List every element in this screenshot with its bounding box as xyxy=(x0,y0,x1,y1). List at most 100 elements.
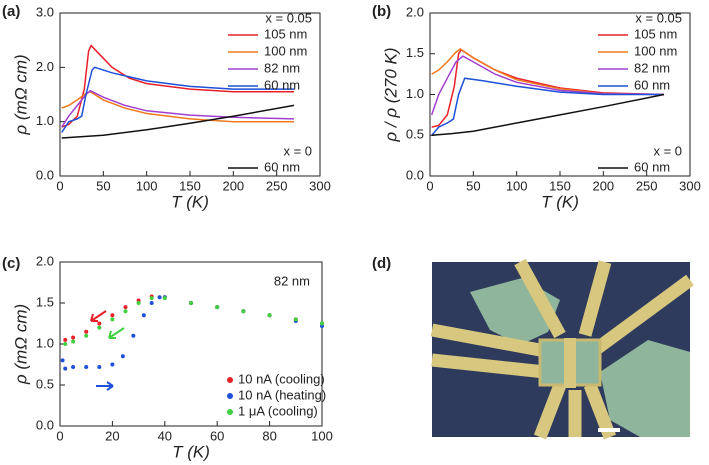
legend-label: 105 nm xyxy=(264,26,307,41)
data-point xyxy=(157,295,162,300)
data-line xyxy=(431,47,665,96)
y-tick-label: 1.5 xyxy=(406,45,424,60)
legend-label: 60 nm xyxy=(634,77,670,92)
x-tick-label: 300 xyxy=(679,178,701,193)
x-tick-label: 200 xyxy=(592,178,614,193)
panel-label: (d) xyxy=(372,255,391,272)
legend-label: 82 nm xyxy=(634,60,670,75)
data-point xyxy=(267,313,272,318)
y-tick-label: 3.0 xyxy=(36,4,54,19)
x-tick-label: 80 xyxy=(262,428,276,443)
y-tick-label: 2.0 xyxy=(36,59,54,74)
data-point xyxy=(110,362,115,367)
x-tick-label: 50 xyxy=(96,178,110,193)
data-point xyxy=(320,321,324,326)
y-axis-label: ρ / ρ (270 K) xyxy=(381,47,400,142)
y-tick-label: 1.0 xyxy=(36,113,54,128)
legend-group-label: x = 0 xyxy=(653,143,682,158)
data-point xyxy=(71,339,76,344)
legend-label: 1 μA (cooling) xyxy=(238,403,318,418)
x-tick-label: 60 xyxy=(210,428,224,443)
data-point xyxy=(60,358,65,363)
x-tick-label: 200 xyxy=(222,178,244,193)
data-point xyxy=(63,342,68,346)
legend-label: 10 nA (heating) xyxy=(238,387,326,402)
data-line xyxy=(430,55,665,116)
data-point xyxy=(293,317,298,322)
x-tick-label: 0 xyxy=(56,178,63,193)
y-tick-label: 0.5 xyxy=(36,376,54,391)
y-tick-label: 2.0 xyxy=(406,4,424,19)
data-point xyxy=(110,313,115,318)
x-tick-label: 100 xyxy=(136,178,158,193)
y-axis-label: ρ (mΩ cm) xyxy=(11,54,30,135)
legend-swatch xyxy=(227,393,233,399)
data-point xyxy=(63,337,68,342)
x-tick-label: 20 xyxy=(105,428,119,443)
data-point xyxy=(162,296,167,301)
x-tick-label: 300 xyxy=(309,178,331,193)
y-tick-label: 0.5 xyxy=(406,127,424,142)
data-point xyxy=(97,364,102,369)
data-point xyxy=(241,309,246,314)
data-point xyxy=(71,364,76,369)
x-axis-label: T (K) xyxy=(171,192,209,211)
legend-label: 82 nm xyxy=(264,60,300,75)
y-tick-label: 0.0 xyxy=(406,167,424,182)
arrows xyxy=(90,310,125,391)
legend-label: 60 nm xyxy=(634,159,670,174)
data-point xyxy=(136,301,141,305)
y-tick-label: 0.0 xyxy=(36,417,54,432)
data-point xyxy=(110,317,115,322)
y-tick-label: 1.0 xyxy=(36,335,54,350)
data-point xyxy=(84,333,89,338)
x-tick-label: 250 xyxy=(636,178,658,193)
data-point xyxy=(97,325,102,330)
x-tick-label: 0 xyxy=(426,178,433,193)
data-line xyxy=(431,77,664,136)
y-tick-label: 0.0 xyxy=(36,167,54,182)
x-tick-label: 0 xyxy=(56,428,63,443)
legend-label: 100 nm xyxy=(264,43,307,58)
x-tick-label: 100 xyxy=(311,428,333,443)
data-point xyxy=(141,313,146,318)
data-point xyxy=(63,366,68,371)
y-tick-label: 1.0 xyxy=(406,86,424,101)
data-point xyxy=(149,301,154,305)
data-line xyxy=(61,66,294,133)
x-tick-label: 150 xyxy=(549,178,571,193)
data-point xyxy=(97,321,102,326)
data-line xyxy=(61,90,294,123)
x-tick-label: 40 xyxy=(158,428,172,443)
micrograph xyxy=(430,258,694,440)
panel-label: (b) xyxy=(372,3,391,20)
data-point xyxy=(123,305,128,310)
y-axis-label: ρ (mΩ cm) xyxy=(11,304,30,385)
data-line xyxy=(431,93,665,137)
x-tick-label: 250 xyxy=(266,178,288,193)
data-point xyxy=(131,333,136,338)
data-point xyxy=(189,301,193,305)
legend-label: 10 nA (cooling) xyxy=(238,371,325,386)
y-tick-label: 2.0 xyxy=(36,253,54,268)
data-point xyxy=(215,305,220,310)
data-point xyxy=(84,364,89,369)
legend-label: 100 nm xyxy=(634,43,677,58)
legend-label: 60 nm xyxy=(264,159,300,174)
legend-group-label: x = 0 xyxy=(283,143,312,158)
data-point xyxy=(84,329,89,334)
legend-swatch xyxy=(227,409,233,415)
data-line xyxy=(61,104,295,139)
panel-label: (c) xyxy=(2,255,20,272)
data-point xyxy=(71,335,76,340)
legend-label: 60 nm xyxy=(264,77,300,92)
data-line xyxy=(61,44,294,128)
legend-label: 105 nm xyxy=(634,26,677,41)
y-tick-label: 1.5 xyxy=(36,294,54,309)
x-tick-label: 150 xyxy=(179,178,201,193)
data-point xyxy=(123,309,128,314)
legend-group-label: x = 0.05 xyxy=(265,10,312,25)
panel-label: (a) xyxy=(2,3,20,20)
x-axis-label: T (K) xyxy=(541,192,579,211)
